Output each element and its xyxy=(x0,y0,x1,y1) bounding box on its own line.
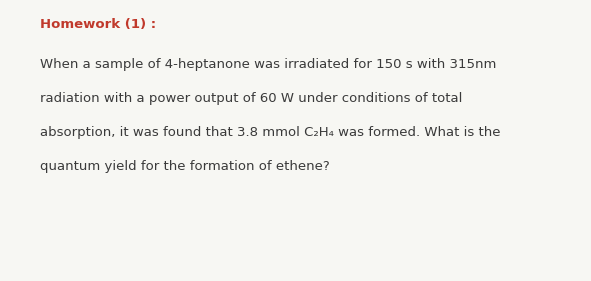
Text: Homework (1) :: Homework (1) : xyxy=(40,18,156,31)
Text: absorption, it was found that 3.8 mmol C₂H₄ was formed. What is the: absorption, it was found that 3.8 mmol C… xyxy=(40,126,501,139)
Text: quantum yield for the formation of ethene?: quantum yield for the formation of ethen… xyxy=(40,160,330,173)
Text: When a sample of 4-heptanone was irradiated for 150 s with 315nm: When a sample of 4-heptanone was irradia… xyxy=(40,58,496,71)
Text: radiation with a power output of 60 W under conditions of total: radiation with a power output of 60 W un… xyxy=(40,92,462,105)
